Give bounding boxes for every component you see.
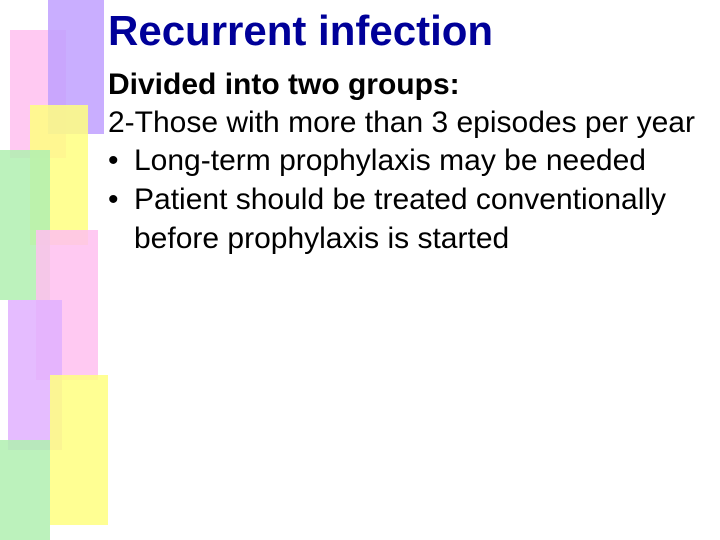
slide-title: Recurrent infection (108, 8, 700, 54)
slide-subhead: Divided into two groups: (108, 66, 700, 104)
slide-group-item: 2-Those with more than 3 episodes per ye… (108, 104, 700, 142)
slide-bullet: • Long-term prophylaxis may be needed (108, 141, 700, 180)
bullet-icon: • (108, 141, 134, 180)
bullet-text: Patient should be treated conventionally… (134, 180, 700, 258)
slide-content: Recurrent infection Divided into two gro… (0, 0, 720, 278)
slide-bullet: • Patient should be treated conventional… (108, 180, 700, 258)
bullet-icon: • (108, 180, 134, 219)
bullet-text: Long-term prophylaxis may be needed (134, 141, 700, 180)
